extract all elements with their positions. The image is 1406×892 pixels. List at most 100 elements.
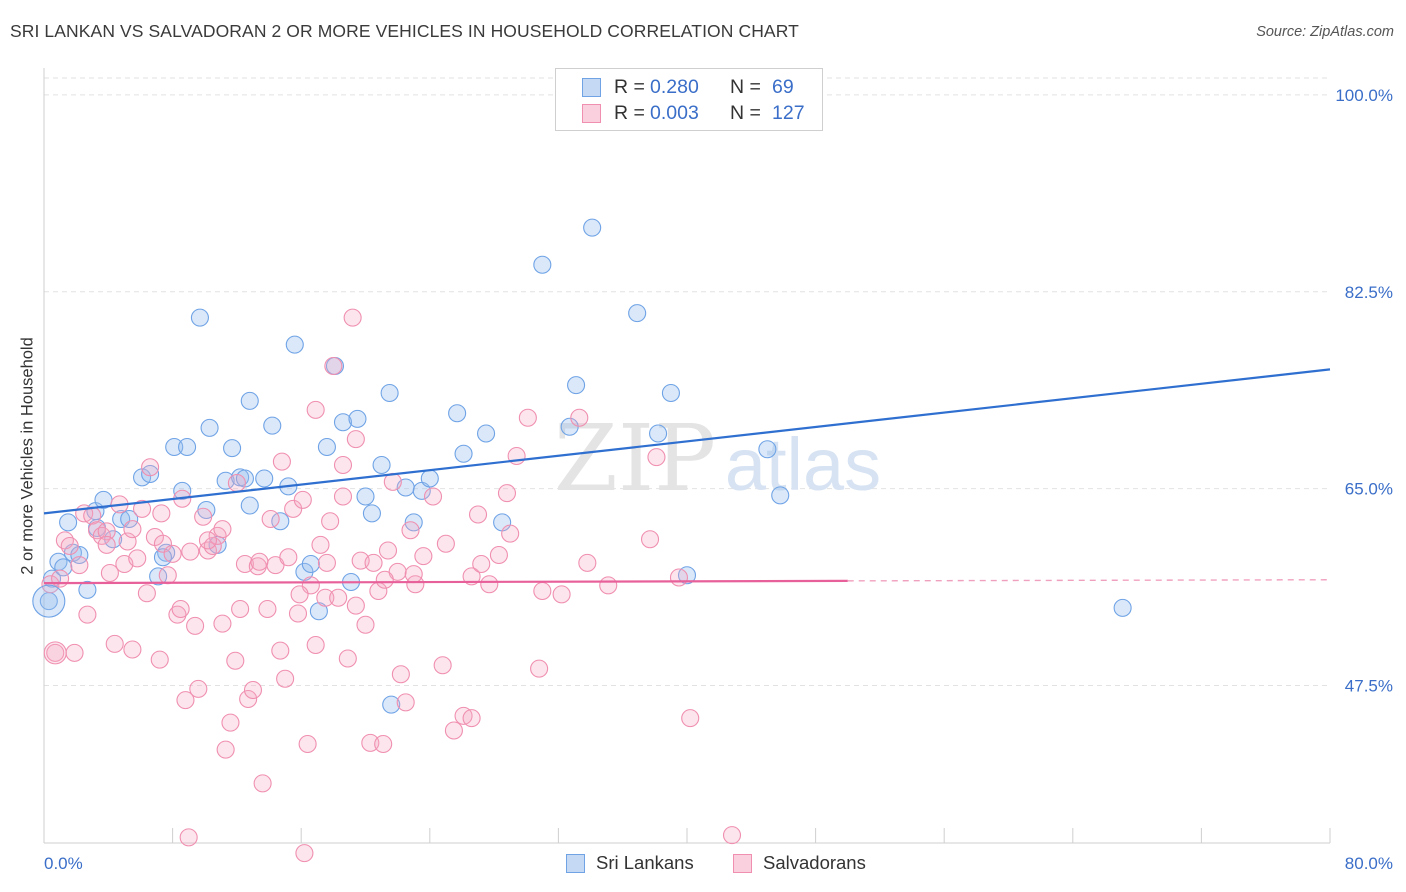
sri-lankans-point: [454, 444, 473, 463]
salvadorans-point: [414, 547, 433, 566]
salvadorans-point: [306, 400, 325, 419]
salvadorans-point: [497, 484, 517, 503]
salvadorans-point: [100, 563, 119, 583]
salvadorans-point: [198, 531, 218, 550]
r-value: 0.280: [650, 76, 699, 98]
sri-lankans-point: [348, 409, 367, 428]
n-value: 69: [772, 76, 794, 98]
sri-lankans-point: [59, 513, 78, 532]
salvadorans-point: [436, 534, 455, 553]
salvadorans-point: [60, 536, 79, 556]
sri-lankans-point: [560, 417, 579, 436]
salvadorans-point: [133, 499, 152, 518]
salvadorans-point: [480, 575, 499, 594]
salvadorans-point: [375, 570, 394, 589]
salvadorans-point: [681, 709, 700, 728]
salvadorans-point: [317, 553, 336, 572]
salvadorans-point: [141, 458, 160, 477]
salvadorans-point: [290, 585, 309, 604]
sri-lankans-point: [477, 424, 496, 443]
salvadorans-point: [462, 567, 481, 586]
sri-lankans-point: [661, 383, 680, 403]
salvadorans-point: [105, 634, 124, 653]
sri-lankans-point: [758, 440, 777, 459]
salvadorans-swatch: [582, 104, 601, 123]
sri-lankans-point: [420, 469, 439, 488]
salvadorans-point: [298, 734, 317, 754]
salvadorans-point: [578, 553, 597, 572]
x-tick-label-max: 80.0%: [1345, 854, 1393, 873]
y-tick-label: 65.0%: [1345, 480, 1393, 499]
salvadorans-point: [158, 566, 177, 585]
sri-lankans-point: [240, 496, 259, 515]
salvadorans-point: [213, 614, 232, 633]
salvadorans-point: [293, 490, 312, 509]
salvadorans-point: [272, 452, 291, 471]
salvadorans-point: [364, 553, 383, 572]
salvadorans-point: [163, 544, 182, 563]
salvadorans-point: [78, 605, 97, 624]
sri-lankans-point: [178, 437, 197, 457]
sri-lankans-swatch: [582, 78, 601, 97]
salvadorans-point: [171, 599, 190, 619]
salvadorans-point: [128, 549, 147, 568]
salvadorans-point: [295, 844, 314, 863]
salvadorans-point: [404, 565, 423, 584]
salvadorans-point: [70, 556, 89, 575]
sri-lankans-point: [200, 418, 219, 437]
sri-lankans-point: [628, 304, 647, 323]
sri-lankans-point: [149, 567, 168, 586]
salvadorans-trend-extension: [847, 579, 1331, 582]
sri-lankans-point: [223, 439, 242, 458]
salvadorans-point: [378, 541, 398, 560]
salvadorans-point: [231, 599, 250, 619]
salvadorans-point: [227, 473, 246, 493]
sri-lankans-point: [356, 487, 375, 506]
salvadorans-point: [361, 733, 380, 752]
salvadorans-point: [468, 505, 488, 524]
chart-title: SRI LANKAN VS SALVADORAN 2 OR MORE VEHIC…: [10, 21, 799, 41]
n-value: 127: [772, 102, 805, 124]
salvadorans-point: [329, 588, 348, 607]
salvadorans-point: [258, 599, 277, 619]
salvadorans-point: [321, 512, 340, 531]
salvadorans-point: [343, 308, 362, 327]
sri-lankans-point: [380, 383, 399, 403]
salvadorans-point: [226, 651, 245, 670]
salvadorans-point: [501, 524, 520, 543]
watermark-zip: ZIP: [554, 405, 716, 512]
watermark-atlas: atlas: [725, 423, 881, 506]
salvadorans-point: [462, 709, 481, 728]
y-tick-label: 82.5%: [1345, 283, 1393, 302]
salvadorans-trend-line: [43, 579, 848, 585]
salvadorans-point: [213, 520, 232, 539]
sri-lankans-point: [372, 455, 391, 475]
sri-lankans-point: [141, 464, 160, 484]
salvadorans-point: [640, 530, 660, 549]
salvadorans-point: [51, 569, 70, 588]
sri-lankans-point: [285, 335, 304, 354]
salvadorans-point: [518, 408, 537, 427]
x-tick-label-min: 0.0%: [44, 854, 83, 873]
sri-lankans-point: [173, 481, 192, 500]
y-tick-label: 100.0%: [1335, 86, 1393, 105]
salvadorans-point: [284, 499, 303, 518]
sri-lankans-point: [301, 554, 320, 574]
salvadorans-point: [97, 535, 116, 554]
sri-lankans-trend-line: [43, 368, 1331, 515]
salvadorans-point: [533, 581, 552, 601]
salvadorans-point: [391, 665, 410, 684]
salvadorans-point: [338, 649, 357, 668]
salvadorans-legend-swatch: [733, 854, 752, 873]
salvadorans-point: [279, 548, 298, 567]
legend-label: Sri Lankans: [596, 852, 694, 873]
salvadorans-point: [324, 356, 343, 376]
salvadorans-point: [181, 542, 200, 561]
y-axis-label: 2 or more Vehicles in Household: [18, 337, 37, 575]
salvadorans-point: [189, 679, 208, 698]
n-label: N =: [730, 102, 761, 124]
salvadorans-point: [46, 643, 65, 662]
legend-label: Salvadorans: [763, 852, 866, 873]
salvadorans-point: [647, 448, 666, 467]
salvadorans-point: [333, 487, 353, 506]
